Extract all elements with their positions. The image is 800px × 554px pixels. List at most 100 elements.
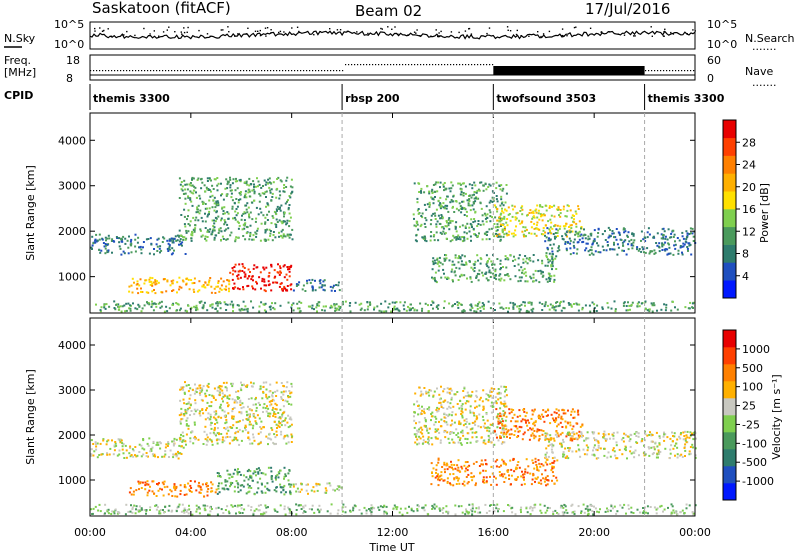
scatter-cell — [181, 431, 184, 434]
scatter-cell — [514, 234, 517, 237]
scatter-cell — [168, 245, 171, 248]
scatter-cell — [185, 231, 188, 234]
scatter-cell — [205, 443, 208, 446]
scatter-cell — [251, 479, 254, 482]
scatter-cell — [613, 236, 615, 239]
scatter-cell — [151, 284, 154, 287]
scatter-cell — [570, 304, 573, 307]
scatter-cell — [647, 512, 649, 515]
scatter-cell — [501, 417, 504, 420]
scatter-cell — [531, 409, 534, 412]
scatter-cell — [509, 254, 512, 257]
scatter-cell — [232, 303, 235, 306]
scatter-cell — [250, 487, 253, 489]
nave-dot — [120, 70, 122, 72]
scatter-cell — [506, 273, 508, 276]
scatter-cell — [184, 192, 187, 195]
scatter-cell — [159, 487, 162, 490]
scatter-cell — [144, 279, 147, 282]
scatter-cell — [189, 437, 192, 440]
scatter-cell — [275, 490, 278, 493]
scatter-cell — [199, 209, 202, 212]
scatter-cell — [283, 285, 286, 288]
scatter-cell — [178, 309, 181, 312]
scatter-cell — [218, 482, 220, 485]
scatter-cell — [224, 436, 227, 439]
scatter-cell — [469, 277, 472, 280]
scatter-cell — [465, 261, 468, 264]
scatter-cell — [209, 413, 212, 416]
scatter-cell — [169, 488, 172, 491]
scatter-cell — [572, 241, 575, 244]
scatter-cell — [256, 491, 259, 494]
scatter-cell — [216, 301, 219, 304]
scatter-cell — [413, 182, 416, 185]
scatter-cell — [435, 429, 438, 432]
scatter-cell — [578, 303, 581, 306]
scatter-cell — [197, 507, 200, 510]
scatter-cell — [188, 508, 191, 511]
scatter-cell — [580, 226, 583, 228]
scatter-cell — [181, 388, 184, 391]
scatter-cell — [443, 259, 446, 262]
scatter-cell — [230, 382, 233, 385]
scatter-cell — [155, 280, 158, 283]
scatter-cell — [236, 277, 239, 280]
scatter-cell — [455, 221, 458, 224]
scatter-cell — [184, 197, 187, 200]
scatter-cell — [199, 389, 202, 392]
scatter-cell — [255, 217, 258, 220]
scatter-cell — [443, 416, 446, 419]
scatter-cell — [250, 385, 253, 388]
scatter-cell — [584, 237, 587, 240]
scatter-cell — [182, 435, 185, 438]
scatter-cell — [587, 508, 590, 511]
scatter-cell — [129, 309, 132, 312]
scatter-cell — [256, 481, 259, 484]
scatter-cell — [519, 279, 522, 282]
scatter-cell — [542, 229, 545, 232]
nsky-frame — [89, 21, 696, 50]
nave-dot — [465, 64, 467, 66]
nave-dot — [96, 70, 98, 72]
scatter-cell — [147, 238, 150, 240]
scatter-cell — [463, 207, 466, 209]
scatter-cell — [213, 287, 216, 290]
scatter-cell — [434, 196, 436, 198]
scatter-cell — [499, 223, 502, 226]
scatter-cell — [501, 217, 504, 220]
nave-dot — [468, 64, 470, 66]
scatter-cell — [100, 249, 103, 252]
scatter-cell — [586, 507, 589, 510]
scatter-cell — [187, 223, 190, 225]
scatter-cell — [244, 273, 247, 276]
scatter-cell — [522, 233, 525, 236]
scatter-cell — [184, 238, 187, 241]
scatter-cell — [559, 506, 562, 509]
scatter-cell — [181, 241, 184, 244]
scatter-cell — [656, 507, 659, 510]
scatter-cell — [196, 179, 199, 181]
scatter-cell — [611, 230, 614, 232]
scatter-cell — [494, 504, 497, 507]
nave-dot — [414, 64, 416, 66]
scatter-cell — [422, 236, 424, 239]
scatter-cell — [157, 302, 160, 305]
scatter-cell — [686, 236, 689, 238]
scatter-cell — [129, 445, 132, 448]
scatter-cell — [627, 507, 630, 510]
scatter-cell — [435, 464, 438, 467]
scatter-cell — [509, 459, 512, 462]
scatter-cell — [224, 386, 227, 389]
scatter-cell — [650, 302, 653, 305]
nave-dot — [405, 64, 407, 66]
scatter-cell — [281, 222, 284, 225]
scatter-cell — [194, 402, 197, 405]
scatter-cell — [463, 214, 466, 216]
scatter-cell — [216, 184, 219, 187]
scatter-cell — [439, 439, 442, 442]
nsearch-dot — [186, 31, 188, 33]
scatter-cell — [497, 413, 500, 416]
scatter-cell — [538, 218, 541, 221]
scatter-cell — [205, 186, 208, 189]
